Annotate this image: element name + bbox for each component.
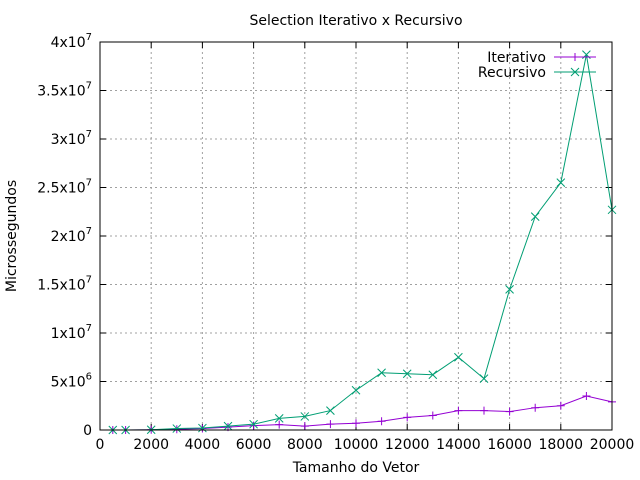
data-point-iterativo — [352, 419, 360, 428]
y-tick-label: 3x107 — [51, 129, 92, 148]
series-line-recursivo — [112, 54, 613, 431]
data-point-iterativo — [582, 392, 591, 401]
x-tick-label: 12000 — [385, 437, 430, 453]
data-point-iterativo — [428, 411, 437, 420]
x-axis-label: Tamanho do Vetor — [292, 460, 420, 476]
data-point-recursivo — [428, 370, 438, 380]
y-tick-label: 1x107 — [51, 323, 92, 342]
data-point-recursivo — [530, 212, 540, 221]
data-point-recursivo — [402, 369, 412, 379]
y-tick-label: 2x107 — [51, 226, 92, 245]
y-tick-label: 1.5x107 — [37, 275, 92, 294]
legend-marker — [570, 67, 580, 77]
data-point-iterativo — [403, 413, 412, 422]
series-iterativo — [108, 392, 616, 434]
series-line-iterativo — [112, 395, 613, 431]
data-point-recursivo — [300, 412, 310, 421]
x-tick-label: 4000 — [185, 437, 221, 453]
data-point-recursivo — [479, 374, 489, 383]
y-tick-label: 2.5x107 — [37, 178, 92, 197]
legend-marker — [571, 53, 579, 61]
plot-border — [99, 41, 613, 431]
x-axis-ticks: 0 2000 4000 6000 8000 10000 12000 14000 16000 180… — [96, 42, 635, 453]
data-point-recursivo — [274, 414, 284, 423]
data-point-recursivo — [556, 178, 566, 188]
data-point-iterativo — [480, 406, 488, 415]
data-point-recursivo — [326, 406, 335, 415]
x-tick-label: 20000 — [590, 437, 635, 453]
x-tick-label: 10000 — [334, 437, 379, 453]
y-tick-label: 4x107 — [51, 32, 92, 51]
legend-item-recursivo: Recursivo — [478, 65, 596, 81]
data-point-recursivo — [377, 368, 386, 378]
data-point-recursivo — [223, 421, 233, 431]
data-point-iterativo — [556, 401, 565, 410]
y-axis-ticks: 0 5x106 1x107 1.5x107 2x107 2.5x107 3x107 3.5x1… — [37, 32, 612, 439]
data-point-recursivo — [172, 424, 182, 433]
data-point-iterativo — [505, 407, 514, 416]
data-point-iterativo — [275, 420, 284, 429]
chart-title: Selection Iterativo x Recursivo — [249, 13, 462, 29]
data-point-iterativo — [300, 422, 309, 431]
series-recursivo — [108, 50, 617, 435]
x-tick-label: 6000 — [236, 437, 272, 453]
data-point-iterativo — [249, 421, 258, 430]
y-tick-label: 3.5x107 — [37, 81, 92, 100]
x-tick-label: 14000 — [436, 437, 481, 453]
data-point-iterativo — [454, 406, 463, 415]
data-point-recursivo — [454, 352, 463, 362]
x-tick-label: 2000 — [133, 437, 169, 453]
x-tick-label: 18000 — [539, 437, 584, 453]
data-point-recursivo — [198, 423, 207, 433]
x-tick-label: 16000 — [487, 437, 532, 453]
data-point-iterativo — [326, 420, 335, 429]
legend-item-iterativo: Iterativo — [487, 50, 596, 66]
y-tick-label: 0 — [83, 423, 92, 439]
legend-label: Recursivo — [478, 65, 546, 81]
data-point-recursivo — [249, 419, 258, 429]
series-layer — [108, 50, 617, 435]
data-point-recursivo — [505, 284, 514, 294]
data-point-iterativo — [531, 403, 540, 412]
legend-label: Iterativo — [487, 50, 546, 66]
y-axis-label: Microssegundos — [4, 180, 20, 292]
x-tick-label: 8000 — [287, 437, 323, 453]
x-tick-label: 0 — [96, 437, 105, 453]
data-point-recursivo — [351, 385, 361, 395]
y-tick-label: 5x106 — [51, 372, 92, 391]
data-point-iterativo — [377, 417, 386, 426]
grid — [100, 42, 612, 430]
